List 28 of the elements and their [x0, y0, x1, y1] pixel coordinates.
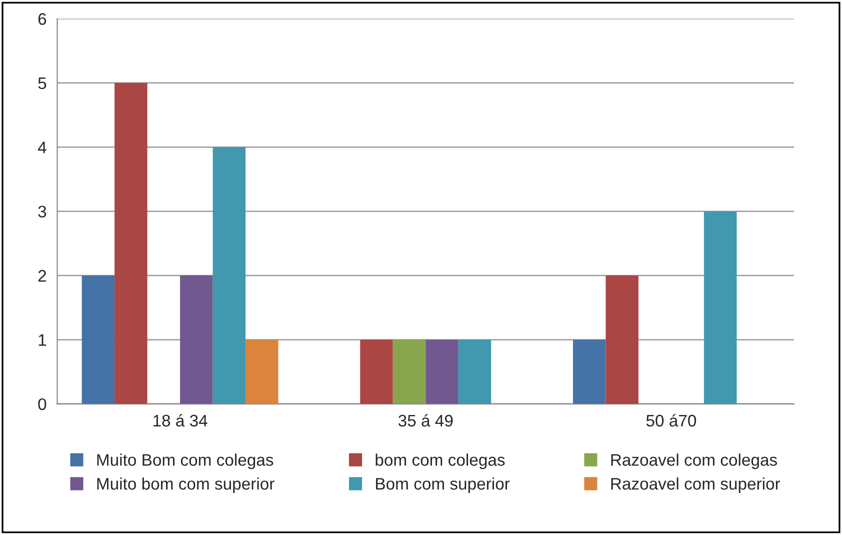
bar [572, 340, 606, 404]
legend-label: Razoavel com superior [611, 477, 780, 493]
bar [360, 340, 393, 404]
x-tick-label: 18 á 34 [154, 414, 208, 427]
bar [212, 147, 246, 404]
bar [458, 340, 492, 404]
bar [426, 340, 458, 404]
legend-label: bom com colegas [376, 454, 505, 470]
y-tick-label: 1 [38, 334, 46, 346]
x-tick-label: 35 á 49 [398, 414, 453, 427]
legend-label: Razoavel com colegas [611, 454, 777, 470]
y-tick-label: 2 [38, 270, 46, 282]
bar [704, 211, 737, 404]
y-tick-label: 4 [38, 142, 46, 154]
y-tick-label: 0 [38, 398, 46, 410]
bar [82, 276, 115, 404]
bar [392, 340, 426, 404]
x-tick-label: 50 á70 [646, 414, 696, 427]
bar [180, 276, 213, 404]
y-tick-label: 6 [38, 13, 46, 25]
bar [246, 340, 278, 404]
legend-label: Muito bom com superior [97, 477, 274, 493]
bar [606, 276, 638, 404]
legend-label: Muito Bom com colegas [97, 454, 274, 470]
bar [114, 82, 148, 404]
y-tick-label: 3 [38, 206, 46, 218]
y-tick-label: 5 [38, 78, 46, 90]
legend-label: Bom com superior [376, 477, 510, 493]
